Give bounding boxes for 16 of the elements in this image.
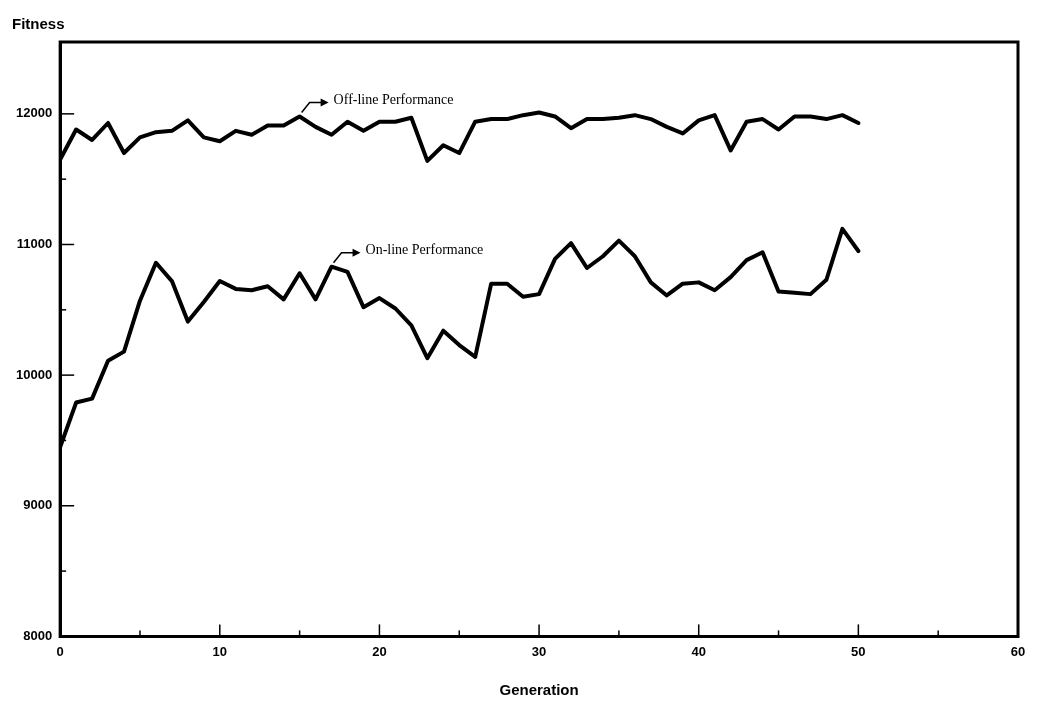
x-tick-label: 20 <box>372 643 387 659</box>
x-tick-label: 60 <box>1010 643 1026 659</box>
y-tick-label: 10000 <box>15 366 53 382</box>
x-tick-label: 30 <box>531 643 547 659</box>
y-tick-label: 9000 <box>23 497 53 513</box>
y-tick-label: 11000 <box>16 236 53 252</box>
y-tick-label: 8000 <box>23 627 53 643</box>
x-axis-title: Generation <box>499 681 579 699</box>
annotation: On-line Performance <box>365 242 484 258</box>
x-tick-label: 50 <box>851 643 866 659</box>
y-axis-title: Fitness <box>12 14 65 32</box>
annotation: Off-line Performance <box>333 92 454 108</box>
y-tick-label: 12000 <box>15 105 53 121</box>
x-tick-label: 10 <box>212 643 228 659</box>
x-tick-label: 0 <box>56 643 64 659</box>
x-tick-label: 40 <box>691 643 706 659</box>
